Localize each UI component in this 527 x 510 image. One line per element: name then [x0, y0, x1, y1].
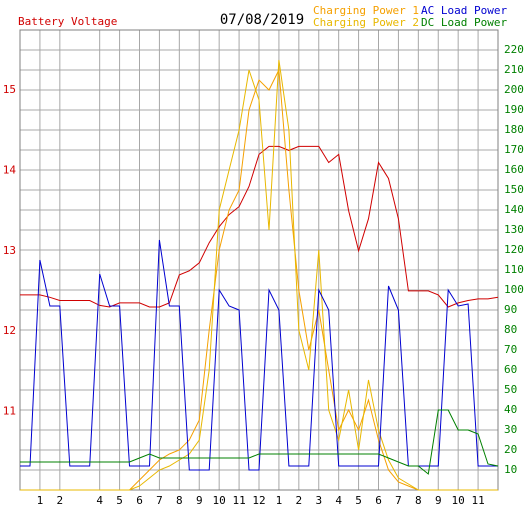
y2-tick-label: 150	[504, 183, 524, 196]
y2-tick-label: 20	[504, 443, 517, 456]
y2-tick-label: 120	[504, 243, 524, 256]
y2-tick-label: 80	[504, 323, 517, 336]
x-tick-label: 7	[395, 494, 402, 507]
y2-tick-label: 160	[504, 163, 524, 176]
y2-tick-label: 140	[504, 203, 524, 216]
y2-tick-label: 210	[504, 63, 524, 76]
x-tick-label: 11	[471, 494, 484, 507]
x-tick-label: 5	[116, 494, 123, 507]
x-tick-label: 10	[452, 494, 465, 507]
y2-tick-label: 90	[504, 303, 517, 316]
x-tick-label: 2	[296, 494, 303, 507]
x-tick-label: 9	[196, 494, 203, 507]
x-tick-label: 6	[136, 494, 143, 507]
y2-tick-label: 30	[504, 423, 517, 436]
legend-battery: Battery Voltage	[18, 15, 117, 28]
chart-title: 07/08/2019	[220, 12, 304, 28]
y2-tick-label: 110	[504, 263, 524, 276]
x-tick-label: 1	[37, 494, 44, 507]
y-tick-label: 14	[3, 163, 17, 176]
legend-charging-2: Charging Power 2	[313, 16, 419, 29]
series-line	[20, 409, 499, 475]
y2-tick-label: 190	[504, 103, 524, 116]
x-tick-label: 2	[57, 494, 64, 507]
x-tick-label: 5	[355, 494, 362, 507]
x-tick-label: 9	[435, 494, 442, 507]
y2-tick-label: 70	[504, 343, 517, 356]
y-tick-label: 15	[3, 83, 16, 96]
x-tick-label: 10	[213, 494, 226, 507]
x-tick-label: 12	[252, 494, 265, 507]
y2-tick-label: 60	[504, 363, 517, 376]
x-tick-label: 3	[315, 494, 322, 507]
y2-tick-label: 10	[504, 463, 517, 476]
x-tick-label: 6	[375, 494, 382, 507]
series-line	[20, 145, 499, 308]
y2-tick-label: 180	[504, 123, 524, 136]
x-tick-label: 7	[156, 494, 163, 507]
y2-tick-label: 200	[504, 83, 524, 96]
y-tick-label: 13	[3, 244, 16, 257]
y2-tick-label: 130	[504, 223, 524, 236]
x-tick-label: 8	[176, 494, 183, 507]
y2-tick-label: 170	[504, 143, 524, 156]
y-tick-label: 12	[3, 324, 16, 337]
x-tick-label: 4	[96, 494, 103, 507]
x-tick-label: 1	[276, 494, 283, 507]
plot-frame	[19, 29, 499, 491]
y-tick-label: 11	[3, 404, 16, 417]
legend-ac: AC Load Power	[421, 4, 507, 17]
legend-charging-1: Charging Power 1	[313, 4, 419, 17]
x-tick-label: 11	[232, 494, 245, 507]
y2-tick-label: 220	[504, 43, 524, 56]
legend-dc: DC Load Power	[421, 16, 507, 29]
y2-tick-label: 100	[504, 283, 524, 296]
y2-tick-label: 40	[504, 403, 517, 416]
x-tick-label: 8	[415, 494, 422, 507]
x-tick-label: 4	[335, 494, 342, 507]
y2-tick-label: 50	[504, 383, 517, 396]
series-line	[20, 59, 498, 491]
